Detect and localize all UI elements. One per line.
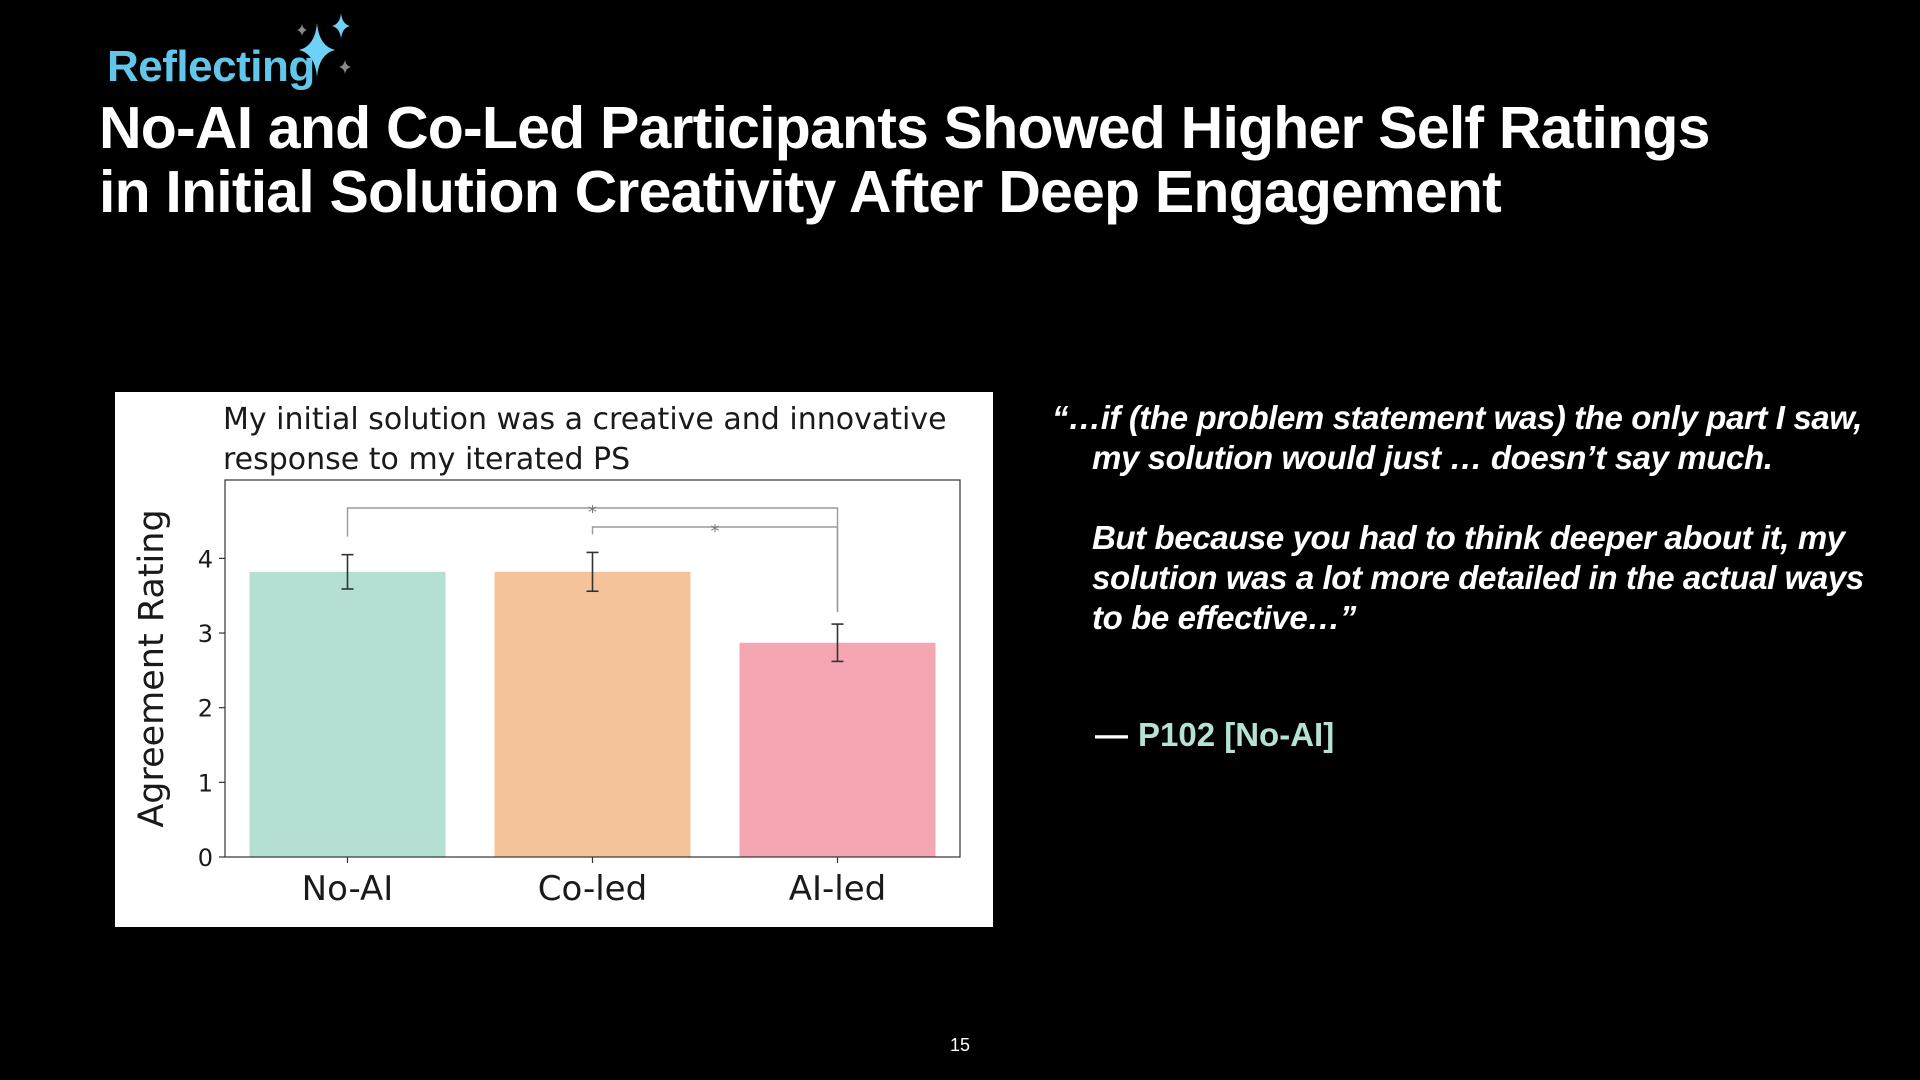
attribution-participant: P102 [No-AI] bbox=[1138, 716, 1335, 753]
x-tick-label: Co-led bbox=[538, 869, 647, 909]
quote-paragraph: But because you had to think deeper abou… bbox=[1092, 519, 1864, 636]
bar-chart: My initial solution was a creative and i… bbox=[132, 402, 961, 909]
slide-title: No-AI and Co-Led Participants Showed Hig… bbox=[99, 96, 1879, 224]
bar-no-ai bbox=[249, 571, 446, 857]
y-tick-label: 0 bbox=[198, 844, 213, 872]
y-tick-label: 1 bbox=[198, 769, 213, 797]
y-tick-label: 3 bbox=[198, 620, 213, 648]
significance-label: * bbox=[588, 502, 597, 523]
sparkle-icon bbox=[297, 13, 351, 77]
chart-title-line: response to my iterated PS bbox=[223, 442, 630, 477]
y-axis-label: Agreement Rating bbox=[132, 509, 172, 827]
slide-title-line: in Initial Solution Creativity After Dee… bbox=[99, 159, 1502, 225]
page-number: 15 bbox=[949, 1035, 971, 1055]
x-tick-label: No-AI bbox=[302, 869, 394, 909]
attribution-dash: — bbox=[1095, 716, 1128, 753]
y-tick-label: 2 bbox=[198, 695, 213, 723]
slide-title-line: No-AI and Co-Led Participants Showed Hig… bbox=[99, 95, 1710, 161]
participant-quote: “…if (the problem statement was) the onl… bbox=[1052, 398, 1872, 638]
bar-chart-panel: My initial solution was a creative and i… bbox=[115, 392, 993, 927]
significance-bracket bbox=[591, 526, 839, 613]
section-tag: Reflecting bbox=[107, 42, 315, 91]
quote-attribution: — P102 [No-AI] bbox=[1095, 716, 1334, 754]
x-tick-label: AI-led bbox=[789, 869, 887, 909]
bar-co-led bbox=[494, 571, 691, 857]
bar-ai-led bbox=[739, 642, 936, 857]
quote-paragraph: “…if (the problem statement was) the onl… bbox=[1052, 399, 1863, 476]
y-tick-label: 4 bbox=[198, 545, 213, 573]
chart-title-line: My initial solution was a creative and i… bbox=[223, 402, 947, 437]
significance-label: * bbox=[711, 521, 720, 542]
